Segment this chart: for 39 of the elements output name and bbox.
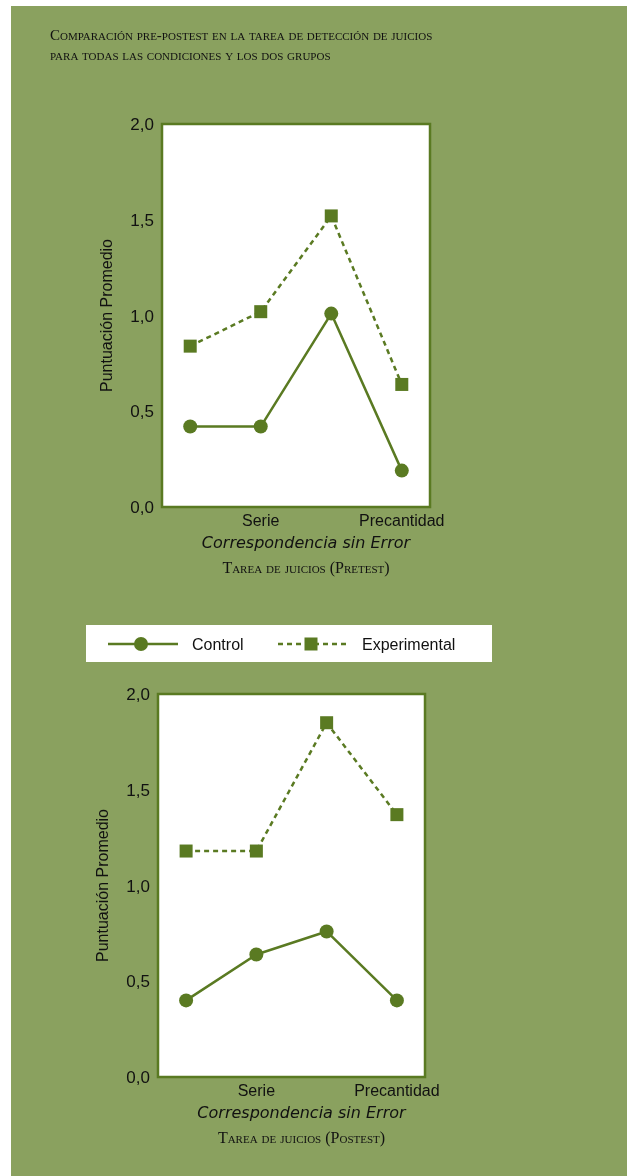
legend-label: Experimental (362, 636, 456, 653)
y-tick-label: 2,0 (126, 685, 150, 704)
point (319, 924, 334, 939)
point (249, 947, 264, 962)
y-tick-label: 1,5 (130, 210, 154, 230)
point (253, 419, 268, 434)
point (394, 463, 409, 478)
y-axis-title: Puntuación Promedio (94, 808, 111, 962)
y-tick-label: 0,5 (126, 972, 150, 992)
y-tick-label: 1,0 (130, 306, 154, 326)
point (390, 808, 404, 822)
point (389, 993, 404, 1008)
x-tick-label: Serie (237, 1082, 276, 1099)
x-axis-title: Tarea de juicios (Postest) (217, 1129, 386, 1147)
x-tick-label: Precantidad (354, 1082, 440, 1099)
point (249, 844, 263, 858)
y-tick-label: 1,0 (126, 876, 150, 896)
point (320, 716, 334, 730)
text: Correspondencia sin Error (201, 533, 412, 552)
point (183, 419, 198, 434)
x-axis-title: Tarea de juicios (Pretest) (222, 559, 390, 577)
point (395, 377, 409, 391)
text: Correspondencia sin Error (197, 1103, 408, 1122)
y-axis-title: Puntuación Promedio (98, 238, 115, 392)
x-tick-label: Precantidad (359, 512, 445, 529)
point (179, 993, 194, 1008)
y-tick-label: 0,0 (126, 1068, 150, 1087)
point (324, 306, 339, 321)
x-tick-label: Serie (242, 512, 280, 529)
chart-title: Comparación pre-postest en la tarea de detección de juicios para todas las condiciones y los dos grupos (50, 27, 433, 63)
y-tick-label: 1,5 (126, 780, 150, 800)
point (324, 209, 338, 223)
point (183, 339, 197, 353)
point (179, 844, 193, 858)
legend-label: Control (192, 636, 244, 653)
point (254, 305, 268, 319)
y-tick-label: 2,0 (130, 115, 154, 134)
y-tick-label: 0,5 (130, 402, 154, 422)
y-tick-label: 0,0 (130, 498, 154, 517)
